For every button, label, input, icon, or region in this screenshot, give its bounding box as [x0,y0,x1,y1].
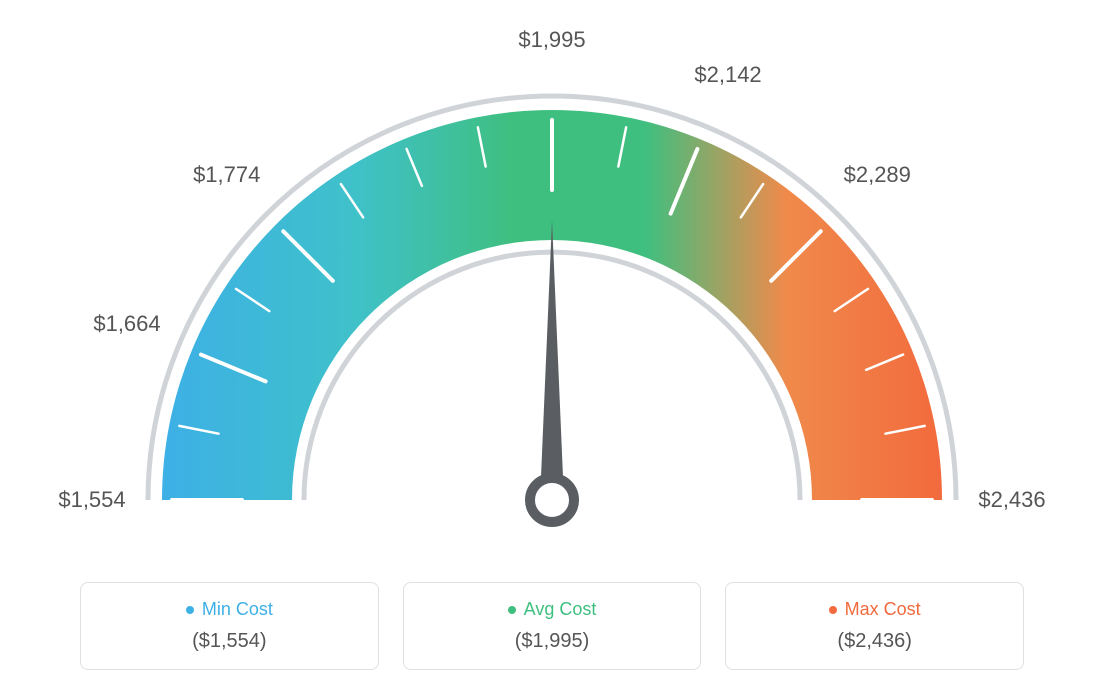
legend-row: Min Cost ($1,554) Avg Cost ($1,995) Max … [80,582,1024,670]
legend-value-max: ($2,436) [738,630,1011,653]
legend-card-max: Max Cost ($2,436) [725,582,1024,670]
legend-card-avg: Avg Cost ($1,995) [403,582,702,670]
legend-card-min: Min Cost ($1,554) [80,582,379,670]
gauge-tick-label: $2,142 [694,62,761,88]
gauge-tick-label: $2,289 [844,162,911,188]
gauge-tick-label: $2,436 [978,487,1045,513]
legend-value-min: ($1,554) [93,630,366,653]
legend-label-avg: Avg Cost [524,599,597,620]
legend-dot-min [186,606,194,614]
legend-value-avg: ($1,995) [416,630,689,653]
gauge-tick-label: $1,995 [518,27,585,53]
gauge-tick-label: $1,664 [93,311,160,337]
legend-dot-max [829,606,837,614]
gauge-tick-label: $1,774 [193,162,260,188]
chart-container: $1,554 $1,664 $1,774 $1,995 $2,142 $2,289 $2,4… [0,0,1104,690]
gauge-tick-label: $1,554 [58,487,125,513]
legend-title-min: Min Cost [186,599,273,620]
legend-label-max: Max Cost [845,599,921,620]
legend-title-max: Max Cost [829,599,921,620]
legend-title-avg: Avg Cost [508,599,597,620]
legend-dot-avg [508,606,516,614]
legend-label-min: Min Cost [202,599,273,620]
gauge: $1,554 $1,664 $1,774 $1,995 $2,142 $2,289 $2,4… [0,0,1104,560]
